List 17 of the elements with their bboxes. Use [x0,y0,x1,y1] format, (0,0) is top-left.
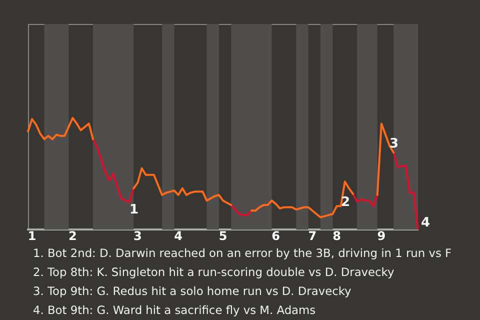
text: 2. Top 8th: K. Singleton hit a run-scoring double vs D. Dravecky [33,264,396,281]
annotation: 2 [340,194,350,210]
text: 4 [421,215,430,230]
x-tick-label: 9 [377,228,386,243]
text: 1. Bot 2nd: D. Darwin reached on an error by the 3B, driving in 1 run vs F [33,245,452,262]
annotation: 3 [390,136,399,152]
x-tick-label: 3 [134,228,142,243]
annotation: 1 [130,202,139,218]
x-tick-label: 8 [332,228,341,243]
x-tick-label: 6 [272,228,280,243]
x-tick-label: 4 [174,228,182,243]
x-tick-label: 1 [28,228,36,243]
x-tick-label: 2 [68,228,77,243]
text: 4. Bot 9th: G. Ward hit a sacrifice fly vs M. Adams [33,302,317,319]
text: 3. Top 9th: G. Redus hit a solo home run vs D. Dravecky [33,283,352,300]
x-tick-label: 5 [218,228,228,243]
x-tick-label: 7 [308,228,317,243]
